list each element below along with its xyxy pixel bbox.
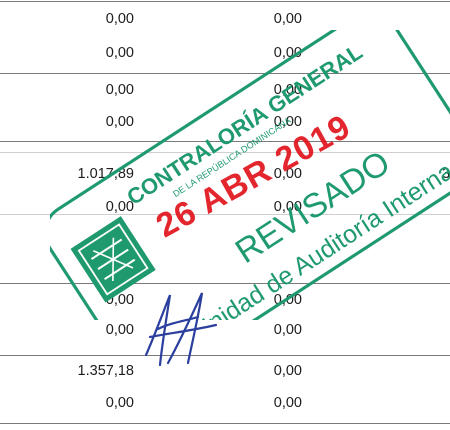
amount-cell: 0,00: [105, 395, 134, 411]
amount-cell: 0,00: [105, 82, 134, 98]
table-rule: [0, 355, 450, 356]
signature: [144, 292, 218, 367]
amount-cell: 0,00: [273, 114, 302, 130]
amount-cell: 0,00: [273, 11, 302, 27]
table-rule: [0, 152, 450, 153]
table-rule: [0, 1, 450, 2]
stamp-date: 26 ABR 2019: [150, 107, 358, 246]
amount-cell: 0,00: [105, 199, 134, 215]
table-rule: [0, 283, 450, 284]
amount-cell: 0,00: [273, 82, 302, 98]
amount-cell: 0,00: [105, 322, 134, 338]
amount-cell: 0,00: [273, 199, 302, 215]
amount-cell: 0,00: [105, 292, 134, 308]
amount-cell: 0,00: [273, 395, 302, 411]
amount-cell: 0,00: [105, 45, 134, 61]
amount-cell: 0,00: [273, 363, 302, 379]
table-rule: [0, 73, 450, 74]
amount-cell: 0,00: [273, 292, 302, 308]
amount-cell: 0,00: [273, 45, 302, 61]
amount-cell: 3: [442, 166, 450, 182]
amount-cell: 0,00: [105, 114, 134, 130]
coat-of-arms-icon: [70, 216, 156, 303]
table-rule: [0, 423, 450, 424]
amount-cell: 1.017,89: [77, 166, 134, 182]
amount-cell: 0,00: [105, 11, 134, 27]
table-rule: [0, 141, 450, 142]
amount-cell: 0,00: [273, 322, 302, 338]
amount-cell: 1.357,18: [77, 363, 134, 379]
